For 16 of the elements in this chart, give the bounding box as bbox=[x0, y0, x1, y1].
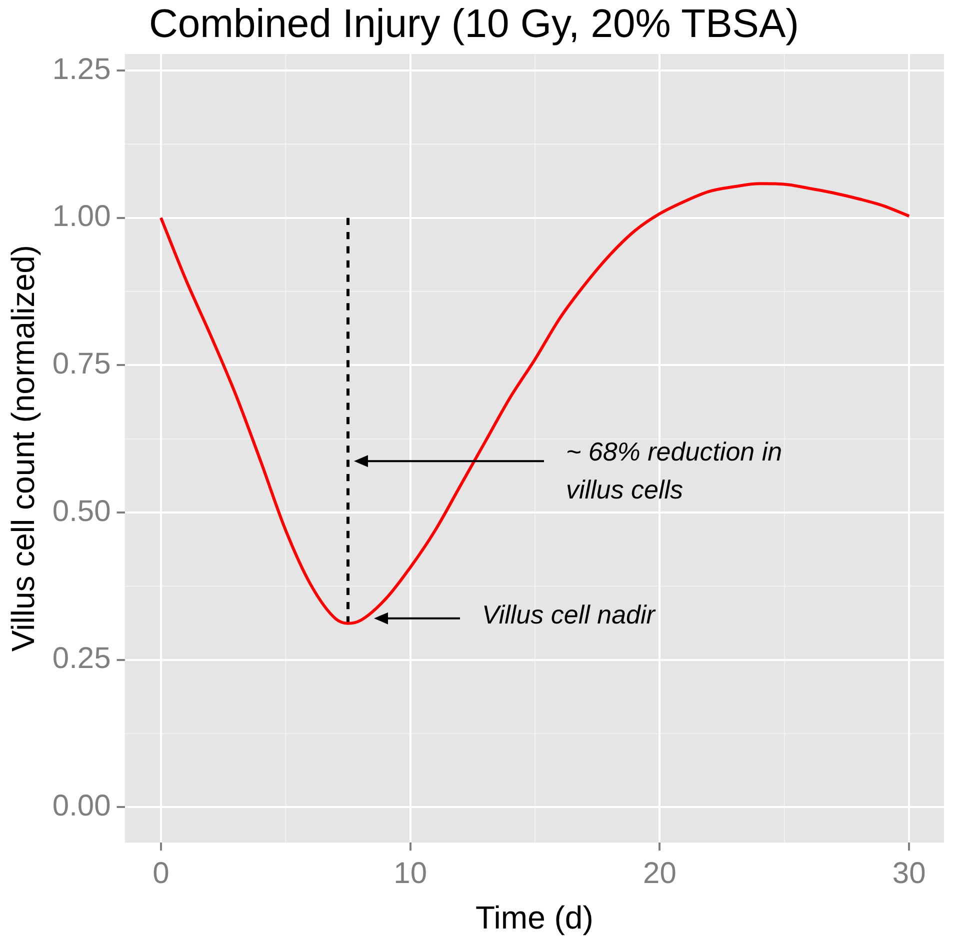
line-series bbox=[159, 182, 911, 625]
y-tick-label: 1.00 bbox=[52, 200, 111, 234]
annotation: ~ 68% reduction in villus cells bbox=[566, 436, 782, 504]
x-axis-title: Time (d) bbox=[475, 900, 594, 936]
y-tick-label: 1.25 bbox=[52, 52, 111, 86]
y-tick-label: 0.00 bbox=[52, 790, 111, 822]
annotation: Villus cell nadir bbox=[482, 600, 656, 630]
y-axis-title: Villus cell count (normalized) bbox=[5, 244, 42, 652]
x-tick-label: 10 bbox=[394, 856, 428, 890]
chart-title: Combined Injury (10 Gy, 20% TBSA) bbox=[149, 2, 799, 46]
x-tick-label: 0 bbox=[152, 856, 170, 890]
y-tick-label: 0.75 bbox=[52, 347, 111, 380]
x-tick-label: 20 bbox=[643, 856, 676, 890]
y-tick-label: 0.25 bbox=[52, 642, 111, 676]
y-tick-label: 0.50 bbox=[52, 494, 111, 528]
x-tick-label: 30 bbox=[892, 856, 926, 890]
